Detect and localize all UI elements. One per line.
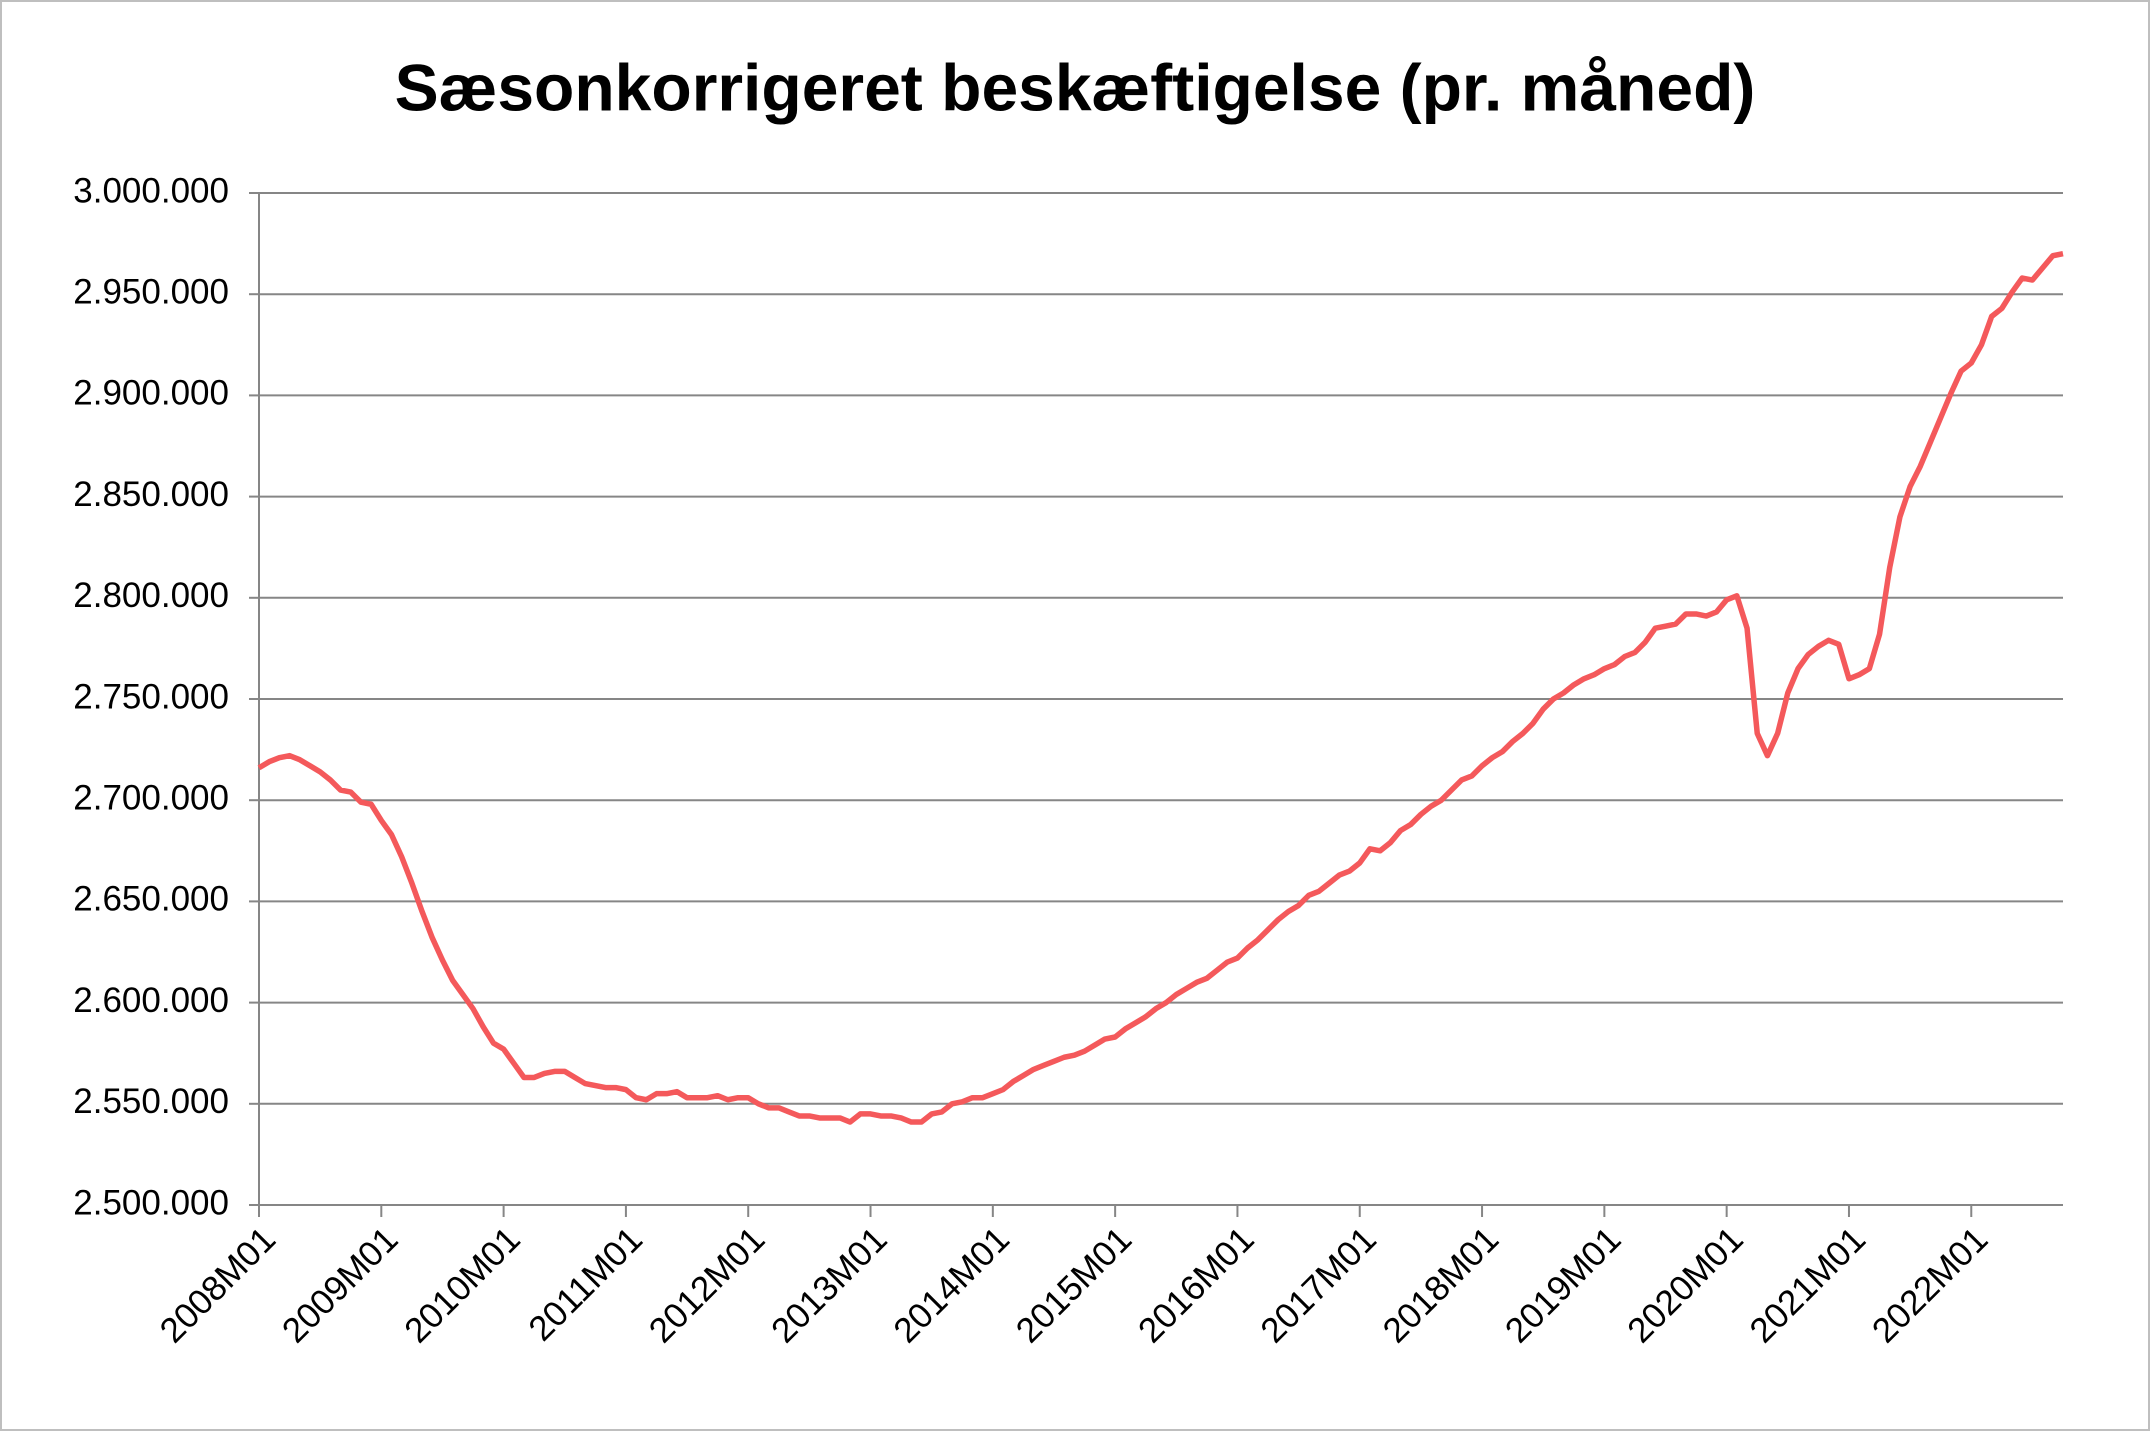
y-tick-label: 2.600.000 bbox=[73, 981, 229, 1020]
y-tick-label: 2.650.000 bbox=[73, 880, 229, 919]
y-tick-label: 2.950.000 bbox=[73, 272, 229, 311]
chart-title: Sæsonkorrigeret beskæftigelse (pr. måned… bbox=[395, 50, 1756, 124]
y-tick-label: 2.750.000 bbox=[73, 677, 229, 716]
y-tick-label: 2.900.000 bbox=[73, 374, 229, 413]
y-tick-label: 2.700.000 bbox=[73, 778, 229, 817]
y-tick-label: 3.000.000 bbox=[73, 171, 229, 210]
data-line bbox=[257, 251, 2064, 1125]
y-tick-label: 2.550.000 bbox=[73, 1082, 229, 1121]
y-tick-label: 2.800.000 bbox=[73, 576, 229, 615]
y-tick-label: 2.500.000 bbox=[73, 1183, 229, 1222]
y-tick-label: 2.850.000 bbox=[73, 475, 229, 514]
